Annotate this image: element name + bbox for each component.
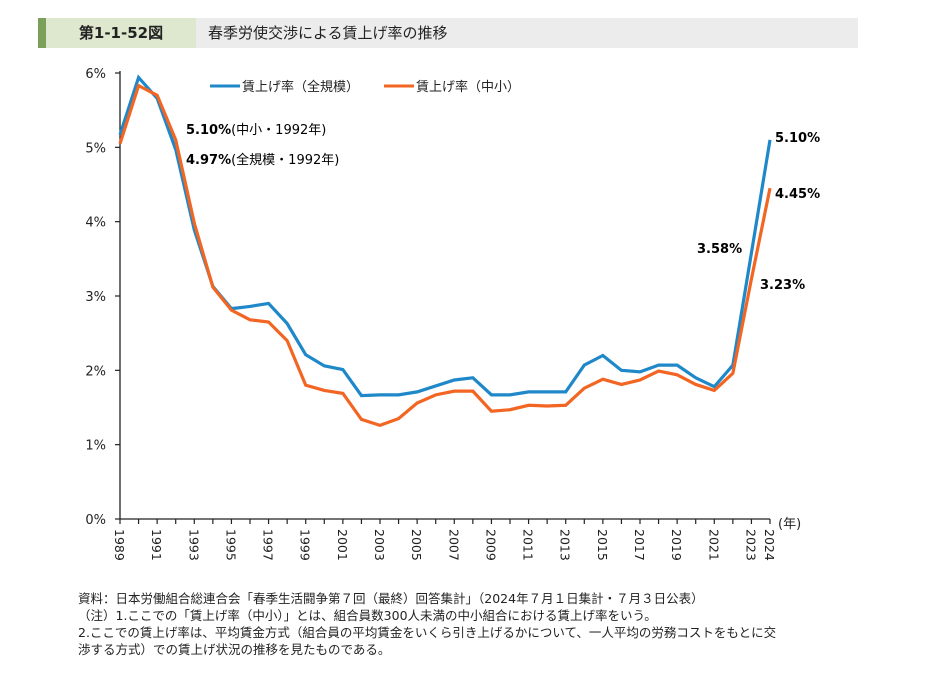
x-tick-label: 1993 — [186, 529, 201, 561]
figure-number: 第1-1-52図 — [46, 18, 196, 48]
y-axis: 0% 1% 2% 3% 4% 5% 6% — [85, 67, 121, 528]
x-tick-label: 1995 — [223, 529, 238, 561]
x-axis-unit-label: (年) — [778, 517, 801, 532]
annotation-2024-sme: 4.45% — [775, 187, 820, 202]
y-tick-label: 6% — [85, 67, 106, 82]
annotations: 5.10%(中小・1992年) 4.97%(全規模・1992年) 5.10% 4… — [186, 123, 820, 293]
x-tick-label: 2021 — [706, 529, 721, 561]
y-tick-label: 2% — [85, 364, 106, 379]
y-tick-label: 4% — [85, 216, 106, 231]
series-lines — [118, 74, 772, 428]
source-note: 資料：日本労働組合総連合会「春季生活闘争第７回（最終）回答集計」（2024年７月… — [78, 591, 704, 606]
x-tick-label: 2024 — [762, 529, 777, 561]
annotation-1992-all: 4.97%(全規模・1992年) — [186, 152, 339, 168]
x-tick-label: 1999 — [298, 529, 313, 561]
x-axis: 1989 1991 1993 1995 1997 1999 2001 2003 2005 2007… — [112, 517, 801, 561]
x-tick-label: 2015 — [595, 529, 610, 561]
figure-title: 春季労使交渉による賃上げ率の推移 — [208, 24, 448, 42]
annotation-1992-sme: 5.10%(中小・1992年) — [186, 123, 326, 138]
x-tick-label: 2013 — [558, 529, 573, 561]
footnote-2-cont: 渉する方式）での賃上げ状況の推移を見たものである。 — [78, 642, 391, 657]
x-tick-label: 2019 — [669, 529, 684, 561]
y-tick-label: 1% — [85, 439, 106, 454]
legend-label: 賃上げ率（全規模） — [242, 79, 359, 95]
x-tick-label: 1989 — [112, 529, 127, 561]
annotation-2023-sme: 3.23% — [760, 278, 805, 293]
x-tick-label: 2011 — [521, 529, 536, 561]
y-tick-label: 5% — [85, 141, 106, 156]
y-tick-label: 0% — [85, 513, 106, 528]
annotation-2024-all: 5.10% — [775, 131, 820, 146]
y-tick-label: 3% — [85, 290, 106, 305]
figure-header: 第1-1-52図 春季労使交渉による賃上げ率の推移 — [38, 18, 858, 48]
annotation-2023-all: 3.58% — [697, 242, 742, 257]
x-tick-label: 2023 — [743, 529, 758, 561]
x-tick-label: 2009 — [483, 529, 498, 561]
line-chart: 0% 1% 2% 3% 4% 5% 6% 1989 1991 1993 1995 1997 1999 2… — [85, 67, 820, 561]
series-line-sme — [118, 83, 772, 428]
x-tick-label: 1997 — [261, 529, 276, 561]
header-accent-bar — [38, 18, 46, 48]
x-tick-label: 2005 — [409, 529, 424, 561]
footnote-1: （注）1.ここでの「賃上げ率（中小）」とは、組合員数300人未満の中小組合におけ… — [78, 608, 657, 623]
x-tick-label: 2007 — [446, 529, 461, 561]
legend-label: 賃上げ率（中小） — [416, 79, 520, 95]
x-tick-label: 2003 — [372, 529, 387, 561]
legend: 賃上げ率（全規模） 賃上げ率（中小） — [210, 79, 520, 95]
x-tick-label: 2001 — [335, 529, 350, 561]
footnote-2: 2.ここでの賃上げ率は、平均賃金方式（組合員の平均賃金をいくら引き上げるかについ… — [78, 625, 777, 640]
x-tick-label: 1991 — [149, 529, 164, 561]
x-tick-label: 2017 — [632, 529, 647, 561]
